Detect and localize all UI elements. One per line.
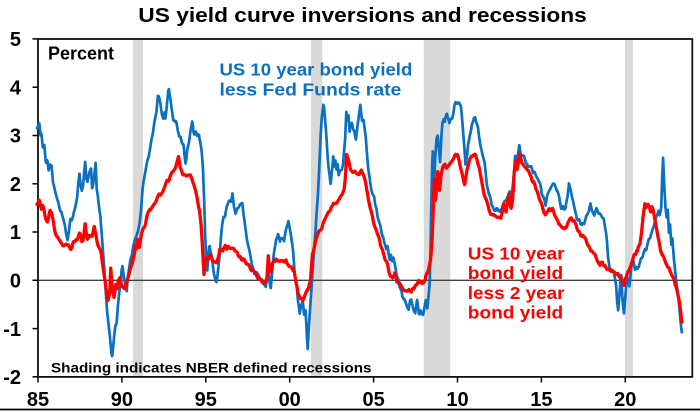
svg-text:-1: -1 [3, 319, 21, 341]
svg-text:Percent: Percent [48, 44, 114, 64]
svg-text:95: 95 [195, 389, 217, 411]
svg-text:2: 2 [10, 174, 21, 196]
svg-text:bond yield: bond yield [468, 303, 563, 323]
svg-text:3: 3 [10, 126, 21, 148]
svg-text:1: 1 [10, 222, 21, 244]
svg-text:less Fed Funds rate: less Fed Funds rate [220, 79, 402, 99]
svg-text:4: 4 [10, 77, 22, 99]
svg-text:US 10 year: US 10 year [468, 244, 565, 264]
svg-text:less 2 year: less 2 year [468, 283, 565, 303]
svg-text:US yield curve inversions and: US yield curve inversions and recessions [138, 5, 587, 27]
svg-text:20: 20 [614, 389, 636, 411]
svg-text:-2: -2 [3, 367, 21, 389]
svg-text:US 10 year bond yield: US 10 year bond yield [220, 60, 413, 80]
svg-text:05: 05 [362, 389, 384, 411]
svg-text:0: 0 [10, 271, 21, 293]
svg-text:90: 90 [111, 389, 133, 411]
svg-text:15: 15 [530, 389, 552, 411]
svg-text:85: 85 [27, 389, 49, 411]
svg-text:Shading indicates NBER defined: Shading indicates NBER defined recession… [51, 359, 372, 375]
svg-text:10: 10 [446, 389, 468, 411]
svg-text:bond yield: bond yield [468, 263, 563, 283]
svg-text:5: 5 [10, 29, 21, 51]
svg-text:00: 00 [279, 389, 301, 411]
